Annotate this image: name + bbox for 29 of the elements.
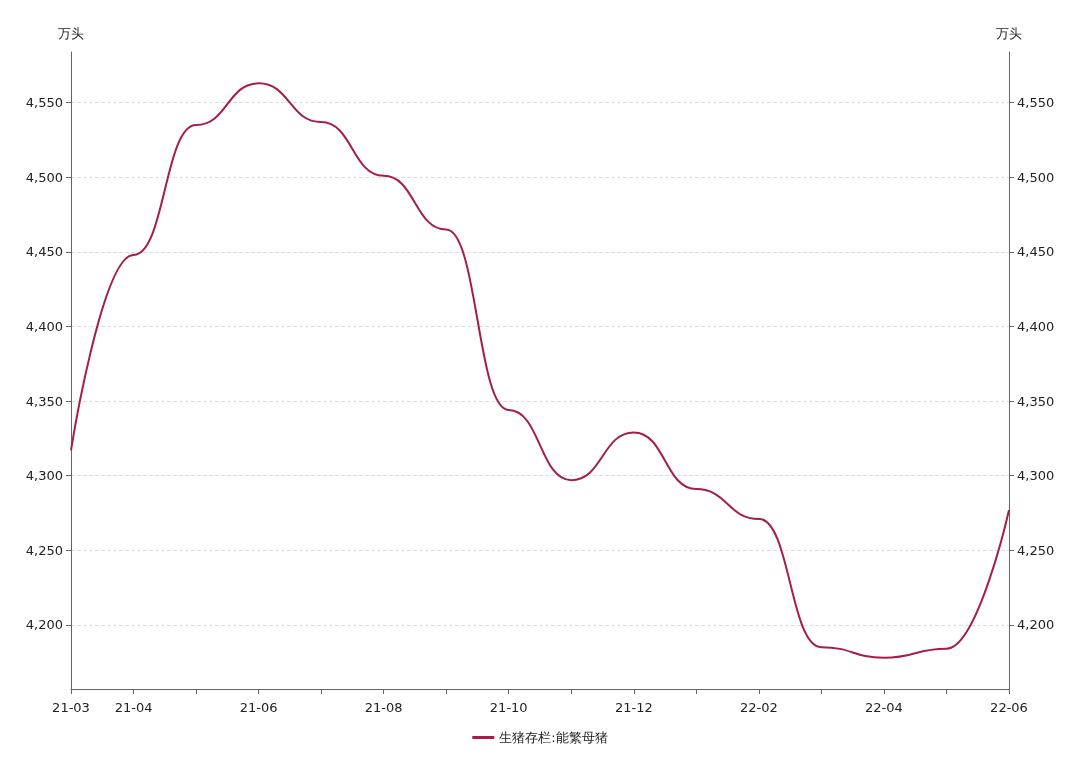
legend-label: 生猪存栏:能繁母猪 — [499, 730, 608, 745]
y2-tick-label: 4,550 — [1017, 95, 1055, 111]
y-tick-label: 4,550 — [25, 95, 63, 111]
y2-tick-label: 4,400 — [1017, 318, 1055, 334]
x-tick-label: 22-06 — [990, 700, 1028, 715]
x-tick-label: 21-12 — [614, 700, 653, 715]
x-tick-label: 22-04 — [865, 700, 903, 715]
y2-tick-label: 4,350 — [1017, 393, 1055, 409]
x-tick-label: 22-02 — [739, 700, 778, 715]
line-series — [70, 82, 1010, 659]
x-tick-label: 21-06 — [239, 700, 278, 715]
y-tick-label: 4,350 — [25, 393, 63, 409]
x-tick-label: 21-04 — [114, 700, 153, 715]
y-tick-label: 4,200 — [25, 617, 63, 633]
x-tick-label: 21-10 — [489, 700, 528, 715]
y2-tick-label: 4,250 — [1017, 542, 1055, 558]
y-tick-label: 4,250 — [25, 542, 63, 558]
y2-tick-label: 4,500 — [1017, 169, 1055, 185]
y-tick-label: 4,300 — [25, 468, 63, 484]
y2-axis-title: 万头 — [996, 26, 1022, 41]
y2-tick-label: 4,200 — [1017, 617, 1055, 633]
y2-tick-label: 4,450 — [1017, 244, 1055, 260]
y-tick-label: 4,500 — [25, 169, 63, 185]
y-axis-title: 万头 — [58, 26, 84, 41]
y-tick-label: 4,450 — [25, 244, 63, 260]
x-tick-label: 21-03 — [52, 700, 90, 715]
x-tick-label: 21-08 — [364, 700, 403, 715]
y2-tick-label: 4,300 — [1017, 468, 1055, 484]
y-tick-label: 4,400 — [25, 318, 63, 334]
